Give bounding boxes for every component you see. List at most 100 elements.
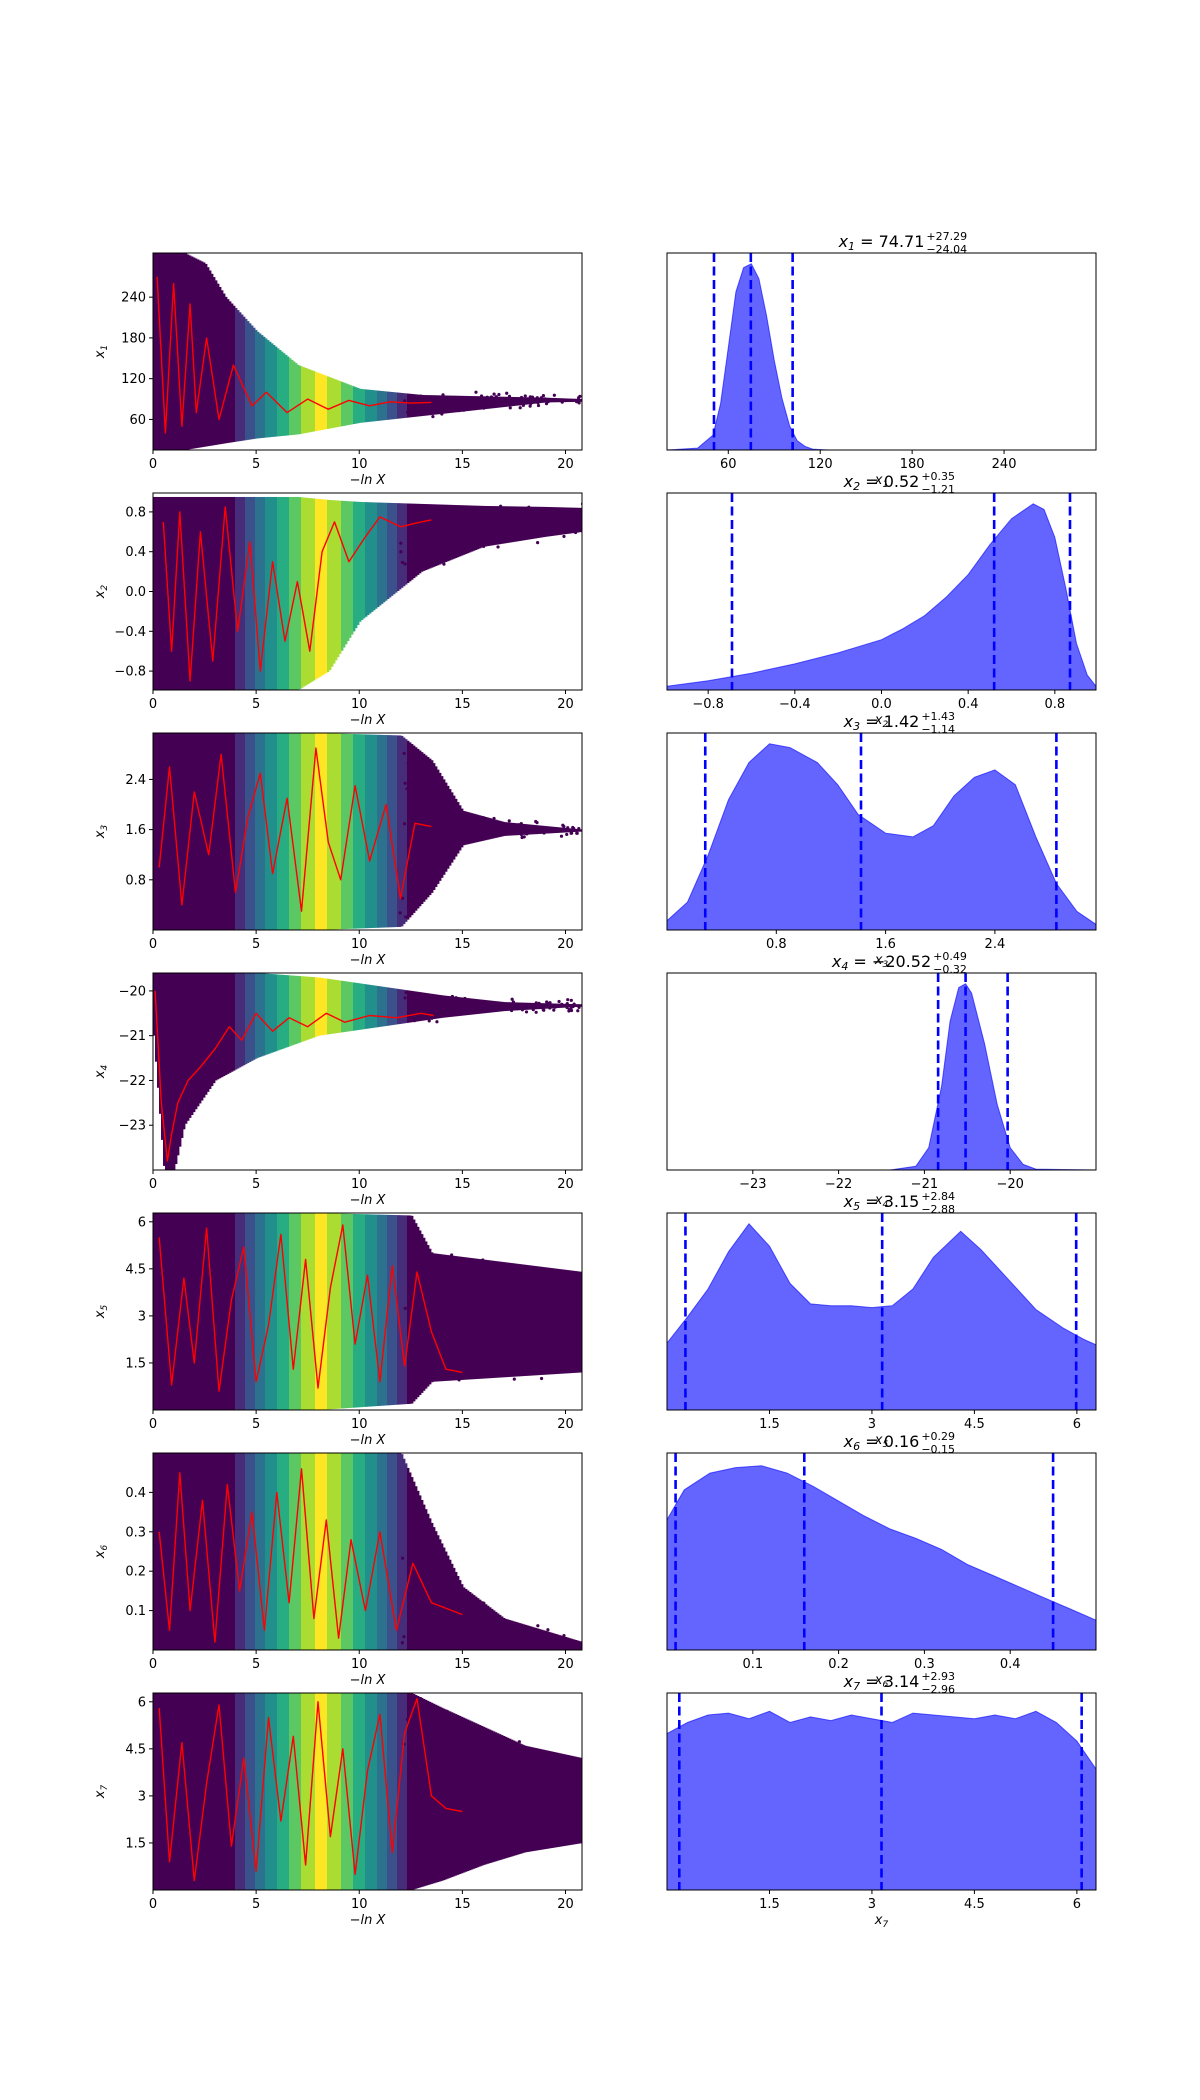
sample-strip — [445, 995, 448, 1018]
sample-strip — [459, 997, 462, 1016]
posterior-plot-area — [667, 733, 1096, 930]
sample-strip — [541, 1749, 544, 1850]
axes-frame — [666, 972, 1097, 1171]
sample-strip — [321, 733, 324, 930]
posterior-density — [667, 983, 1096, 1170]
sample-strip — [419, 394, 422, 417]
sample-point — [510, 1008, 514, 1013]
sample-point — [412, 1520, 416, 1525]
sample-strip — [401, 1215, 404, 1405]
sample-strip — [569, 1270, 572, 1374]
sample-strip — [423, 504, 426, 571]
sample-strip — [237, 1453, 240, 1650]
sample-strip — [343, 1453, 346, 1650]
sample-strip — [493, 1610, 496, 1650]
sample-strip — [525, 824, 528, 835]
sample-point — [421, 1539, 425, 1543]
sample-strip — [579, 398, 582, 402]
sample-strip — [433, 1253, 436, 1382]
sample-point — [507, 398, 511, 402]
sample-strip — [379, 734, 382, 928]
sample-point — [452, 1288, 456, 1292]
sample-strip — [261, 1453, 264, 1650]
sample-strip — [235, 307, 238, 442]
sample-strip — [493, 1731, 496, 1862]
sample-point — [498, 539, 502, 543]
sample-strip — [445, 1709, 448, 1880]
x-tick-label: 5 — [252, 1657, 260, 1672]
sample-point — [500, 402, 504, 406]
sample-strip — [479, 999, 482, 1014]
sample-strip — [449, 1255, 452, 1381]
sample-point — [443, 401, 447, 406]
sample-point — [430, 1016, 434, 1020]
sample-strip — [483, 396, 486, 410]
sample-strip — [297, 1213, 300, 1410]
sample-strip — [217, 1693, 220, 1890]
sample-point — [519, 399, 523, 403]
title-value: = −20.52 — [848, 952, 931, 971]
sample-strip — [295, 363, 298, 435]
sample-point — [467, 1361, 471, 1366]
sample-strip — [555, 1633, 558, 1650]
sample-strip — [509, 1738, 512, 1857]
x-tick-label: 15 — [454, 1897, 471, 1912]
sample-strip — [363, 983, 366, 1030]
sample-strip — [253, 1213, 256, 1410]
sample-point — [555, 1813, 559, 1817]
sample-strip — [307, 497, 310, 685]
sample-point — [460, 826, 464, 830]
sample-strip — [493, 506, 496, 546]
sample-strip — [463, 1717, 466, 1873]
sample-strip — [451, 996, 454, 1017]
sample-strip — [521, 1744, 524, 1854]
x-tick-label: 20 — [557, 457, 574, 472]
sample-point — [512, 829, 516, 833]
sample-strip — [267, 496, 270, 690]
sample-point — [574, 530, 578, 535]
posterior-title: x4 = −20.52 — [831, 952, 931, 973]
y-tick-label: 2.4 — [125, 773, 146, 788]
sample-strip — [447, 1710, 450, 1879]
sample-strip — [547, 506, 550, 537]
sample-strip — [429, 1248, 432, 1385]
sample-strip — [521, 506, 524, 541]
sample-strip — [543, 1630, 546, 1650]
sample-strip — [283, 974, 286, 1049]
sample-strip — [311, 976, 314, 1039]
sample-strip — [547, 1750, 550, 1849]
sample-strip — [331, 500, 334, 667]
sample-point — [519, 822, 523, 826]
sample-strip — [201, 1693, 204, 1890]
sample-strip — [353, 501, 356, 632]
sample-strip — [177, 1213, 180, 1410]
sample-strip — [265, 1453, 268, 1650]
sample-strip — [237, 733, 240, 930]
sample-strip — [395, 503, 398, 593]
sample-point — [507, 1769, 511, 1774]
sample-strip — [259, 496, 262, 690]
sample-strip — [367, 984, 370, 1029]
sample-strip — [573, 398, 576, 402]
sample-point — [546, 1635, 550, 1639]
sample-strip — [431, 760, 434, 893]
sample-strip — [175, 973, 178, 1165]
sample-strip — [549, 1751, 552, 1849]
sample-strip — [191, 1693, 194, 1890]
sample-strip — [305, 1453, 308, 1650]
sample-point — [418, 1003, 422, 1007]
sample-point — [459, 398, 463, 402]
sample-point — [564, 525, 568, 529]
sample-point — [410, 570, 414, 575]
sample-point — [503, 401, 507, 405]
sample-strip — [381, 391, 384, 421]
sample-point — [494, 1753, 498, 1757]
sample-strip — [507, 1002, 510, 1011]
sample-strip — [489, 396, 492, 409]
sample-strip — [499, 1261, 502, 1378]
sample-strip — [311, 1453, 314, 1650]
sample-point — [469, 1009, 474, 1013]
sample-strip — [245, 1693, 248, 1890]
sample-strip — [349, 501, 352, 638]
